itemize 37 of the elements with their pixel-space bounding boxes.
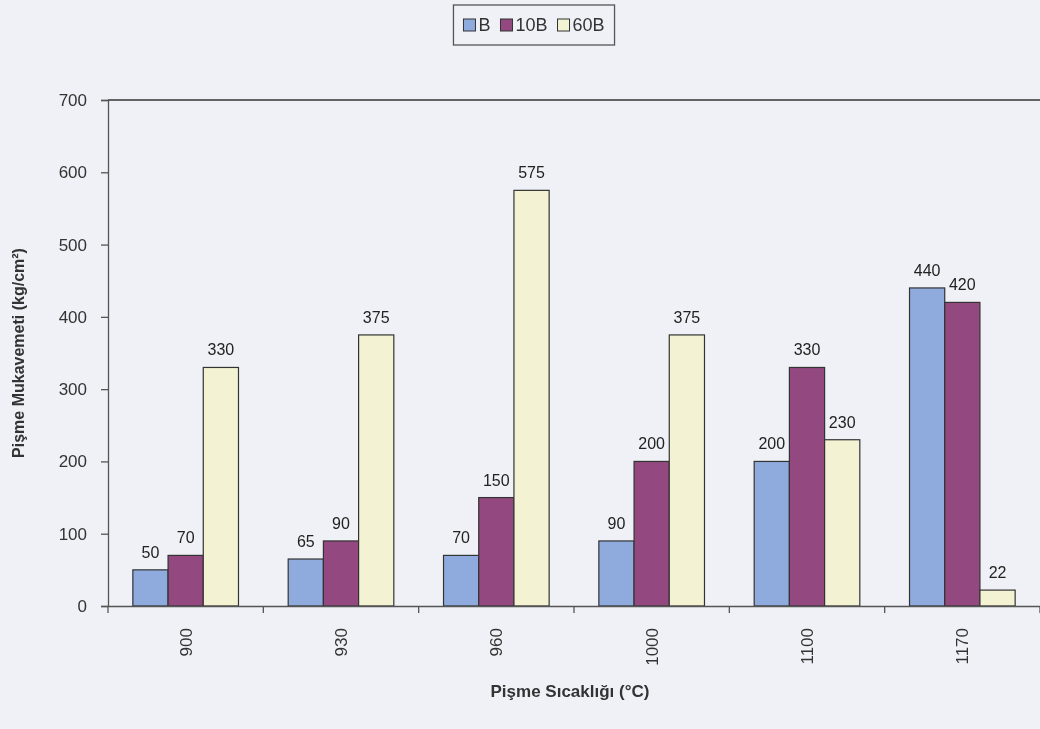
data-label: 440 — [913, 261, 941, 279]
data-label: 90 — [332, 514, 350, 532]
data-label: 150 — [482, 471, 510, 489]
y-tick-label: 300 — [58, 380, 87, 400]
x-tick-label: 960 — [487, 628, 507, 657]
y-tick-label: 0 — [77, 596, 87, 616]
data-label: 65 — [296, 533, 315, 551]
y-tick-label: 500 — [58, 235, 87, 255]
data-label: 50 — [141, 543, 160, 561]
data-label: 575 — [518, 164, 545, 182]
data-label: 90 — [607, 514, 626, 532]
data-label: 70 — [452, 529, 471, 547]
data-label: 375 — [362, 308, 390, 326]
data-label: 330 — [207, 341, 235, 359]
y-axis-title: Pişme Mukavemeti (kg/cm²) — [10, 248, 27, 458]
data-label: 200 — [638, 435, 666, 453]
data-label: 230 — [828, 413, 856, 431]
x-tick-label: 1000 — [642, 628, 662, 666]
data-label: 22 — [988, 564, 1007, 582]
data-label: 375 — [673, 308, 701, 326]
legend-label: B — [478, 15, 491, 36]
y-tick-label: 700 — [58, 90, 87, 110]
data-label: 330 — [793, 341, 821, 359]
legend-label: 10B — [515, 15, 548, 36]
legend-label: 60B — [572, 15, 605, 36]
x-axis-title: Pişme Sıcaklığı (°C) — [490, 682, 650, 701]
y-tick-label: 200 — [58, 452, 87, 472]
data-label: 70 — [176, 529, 195, 547]
data-label: 420 — [948, 276, 976, 294]
data-label: 200 — [758, 435, 786, 453]
x-tick-label: 930 — [331, 628, 351, 657]
y-tick-label: 100 — [58, 524, 87, 544]
x-tick-label: 900 — [176, 628, 196, 657]
x-tick-label: 1170 — [953, 628, 973, 665]
y-tick-label: 600 — [58, 163, 87, 183]
x-tick-label: 1100 — [797, 628, 817, 665]
y-tick-label: 400 — [58, 307, 87, 327]
